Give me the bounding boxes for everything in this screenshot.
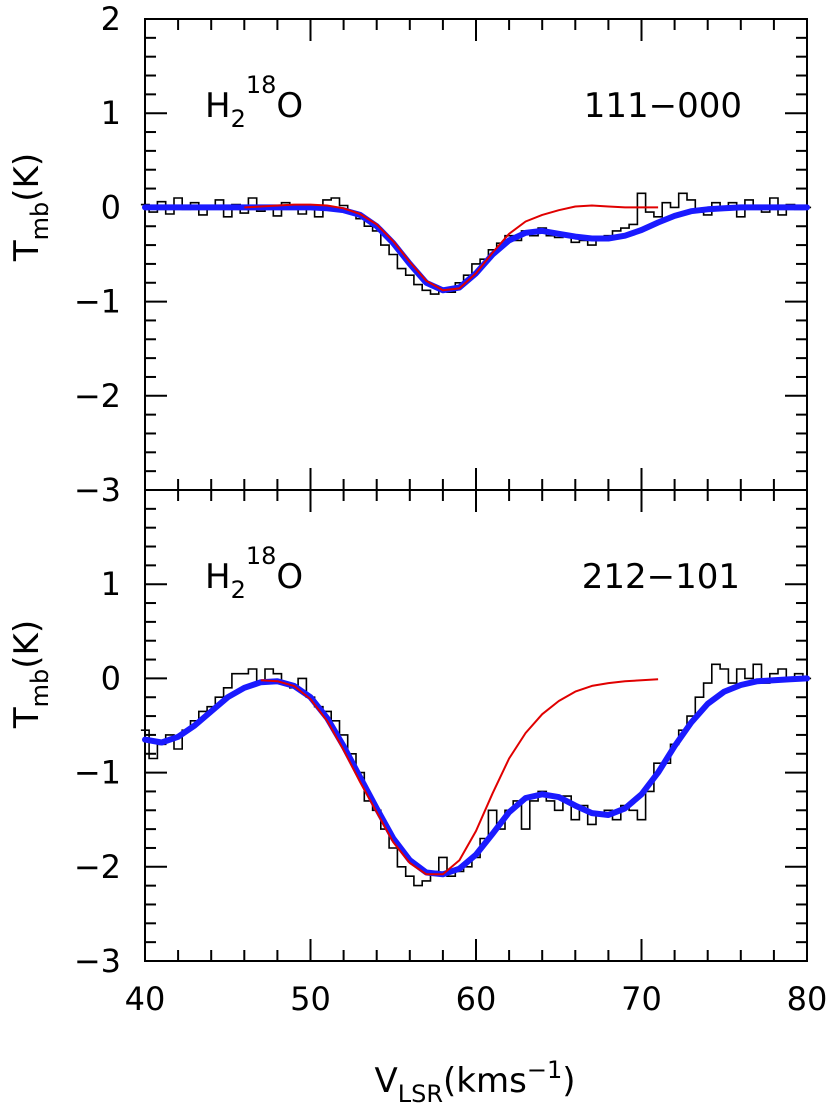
bottom-total-fit-line [142, 675, 810, 878]
x-tick-label: 50 [290, 980, 331, 1018]
top-transition-label: 111−000 [584, 86, 742, 126]
bottom-y-tick-label: −3 [74, 942, 121, 980]
top-panel: 2 1 0 −1 −2 −3 [74, 0, 812, 509]
top-y-tick-label: 2 [101, 0, 121, 38]
top-y-tick-label: −1 [74, 283, 121, 321]
x-tick-label: 60 [456, 980, 497, 1018]
bottom-panel: 1 0 −1 −2 −3 [74, 489, 812, 980]
bottom-y-tick-label: 1 [101, 565, 121, 603]
top-y-tick-label: 0 [101, 188, 121, 226]
bottom-transition-label: 212−101 [582, 557, 740, 597]
bottom-component-fit-line [260, 678, 659, 876]
top-y-tick-label: −2 [74, 377, 121, 415]
bottom-y-tick-label: 0 [101, 659, 121, 697]
x-tick-label: 40 [125, 980, 166, 1018]
bottom-y-tick-label: −1 [74, 754, 121, 792]
bottom-y-axis-label: Tmb(K) [7, 620, 54, 729]
x-axis-label: VLSR(kms−1) [375, 1056, 576, 1108]
bottom-molecule-label: H218O [205, 542, 303, 604]
top-total-fit-line [142, 204, 810, 294]
x-tick-labels: 40 50 60 70 80 [125, 980, 828, 1018]
top-component-fit-line [244, 203, 659, 292]
top-y-tick-label: −3 [74, 471, 121, 509]
x-tick-label: 80 [787, 980, 828, 1018]
bottom-y-tick-label: −2 [74, 848, 121, 886]
top-y-axis-label: Tmb(K) [7, 153, 54, 262]
top-molecule-label: H218O [205, 71, 303, 133]
top-y-tick-label: 1 [101, 94, 121, 132]
x-tick-label: 70 [621, 980, 662, 1018]
